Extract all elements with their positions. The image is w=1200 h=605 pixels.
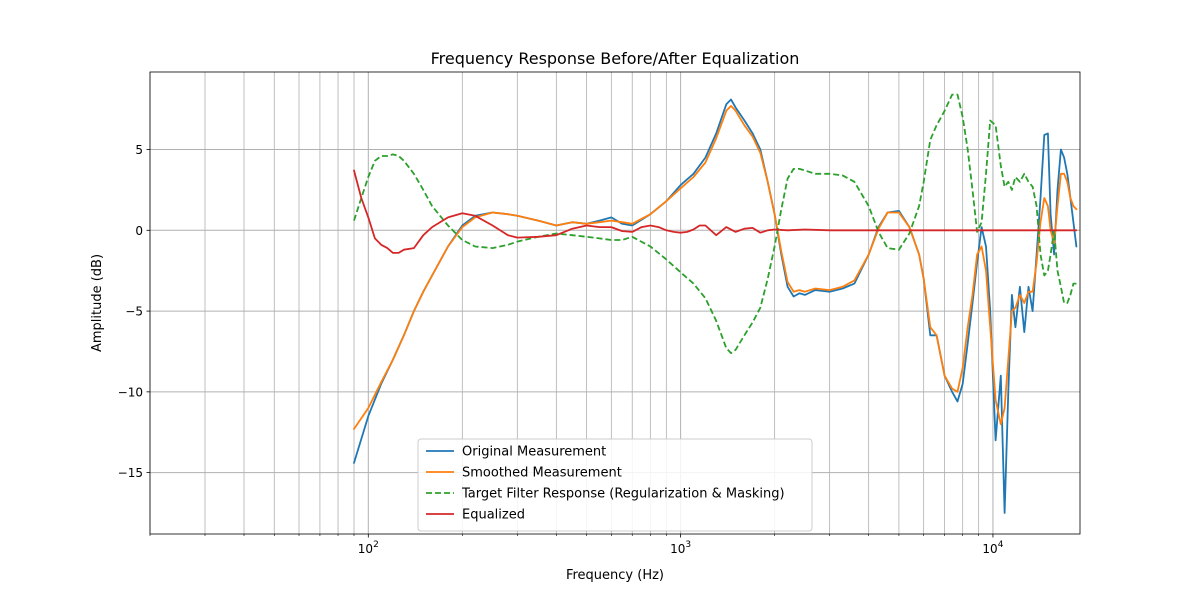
legend-label: Original Measurement	[462, 445, 606, 460]
y-tick-label: 0	[135, 224, 143, 238]
series-line-3	[353, 93, 1077, 355]
x-axis-label: Frequency (Hz)	[566, 568, 664, 583]
y-axis-label: Amplitude (dB)	[90, 254, 105, 352]
series-layer	[353, 93, 1078, 514]
y-tick-label: −15	[118, 466, 143, 480]
y-tick-label: 5	[135, 143, 143, 157]
legend-label: Equalized	[462, 508, 525, 523]
plot-frame	[149, 71, 1081, 535]
chart-title: Frequency Response Before/After Equaliza…	[431, 49, 800, 68]
y-tick-label: −10	[118, 385, 143, 399]
legend-label: Smoothed Measurement	[462, 466, 622, 481]
ticks: 5 0 −5 −10 −15 102 103 104	[118, 143, 1004, 556]
x-tick-label: 104	[982, 540, 1003, 556]
legend-label: Target Filter Response (Regularization &…	[461, 487, 785, 502]
y-tick-label: −5	[125, 305, 143, 319]
x-tick-label: 102	[358, 540, 379, 556]
series-line-4	[353, 169, 1078, 254]
legend-box	[417, 438, 813, 532]
legend: Original Measurement Smoothed Measurement…	[417, 438, 813, 532]
series-line-2	[353, 105, 1078, 430]
x-tick-label: 103	[670, 540, 691, 556]
